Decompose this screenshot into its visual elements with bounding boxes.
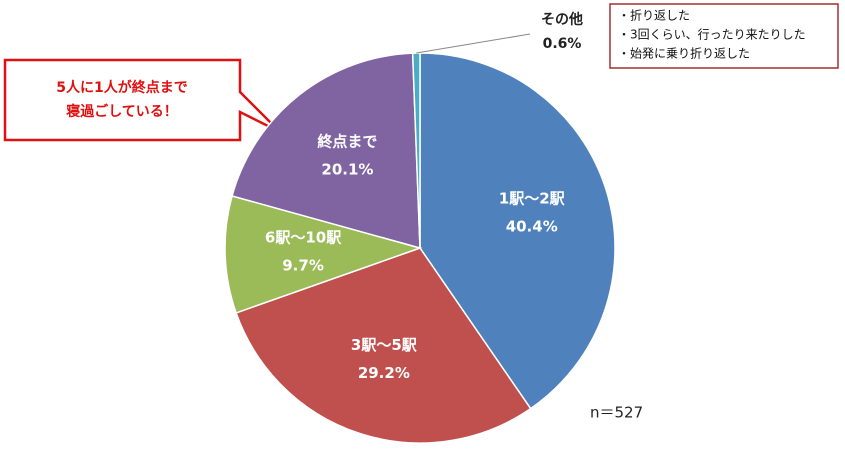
slice-label: 6駅～10駅 [265, 229, 342, 247]
slice-value: 40.4% [506, 218, 558, 236]
slice-value: 29.2% [358, 364, 410, 382]
slice-value: 20.1% [321, 161, 373, 179]
note-line: ・3回くらい、行ったり来たりした [618, 28, 806, 42]
pie-slice [411, 52, 421, 249]
pie-slice [231, 52, 421, 249]
slice-label: 終点まで [317, 133, 377, 151]
leader-line [416, 33, 531, 54]
slice-label: その他 [541, 11, 583, 28]
sample-size: n＝527 [590, 404, 643, 422]
slice-value: 9.7% [282, 257, 324, 275]
slice-label: 3駅～5駅 [351, 336, 418, 354]
pie-slice [419, 52, 616, 410]
note-box [609, 3, 839, 69]
callout-line: 5人に1人が終点まで [56, 79, 187, 96]
slice-label: 1駅～2駅 [499, 190, 566, 208]
pie-slice [224, 195, 423, 314]
note-line: ・折り返した [618, 8, 690, 23]
callout-box [3, 58, 281, 142]
callout-line: 寝過ごしている！ [66, 103, 178, 120]
pie-slice [235, 247, 532, 444]
slice-value: 0.6% [543, 36, 582, 52]
note-line: ・始発に乗り折り返した [618, 46, 750, 61]
